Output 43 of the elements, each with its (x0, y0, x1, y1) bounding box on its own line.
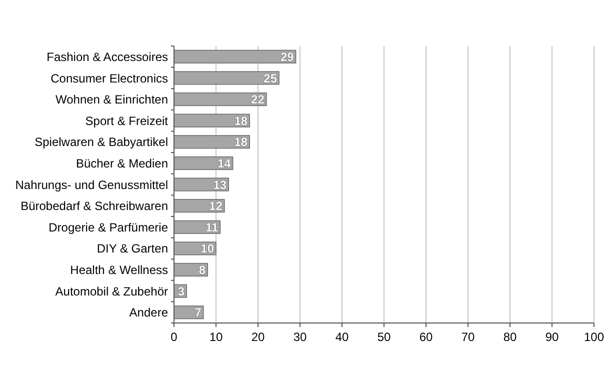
x-tick-label: 90 (545, 330, 559, 344)
data-label: 18 (234, 114, 248, 128)
data-label: 18 (234, 135, 248, 150)
data-label: 29 (280, 50, 294, 64)
data-label: 22 (251, 92, 265, 107)
data-label: 13 (213, 178, 227, 192)
data-label: 10 (200, 242, 214, 256)
data-label: 7 (194, 306, 202, 320)
bar (174, 135, 250, 149)
y-tick-label: DIY & Garten (96, 242, 168, 256)
data-label: 3 (178, 284, 185, 298)
y-tick-label: Sport & Freizeit (85, 114, 169, 128)
y-tick-label: Bürobedarf & Schreibwaren (20, 199, 168, 214)
bar (174, 114, 250, 128)
x-tick-label: 70 (461, 330, 475, 344)
x-tick-label: 0 (170, 330, 178, 344)
data-label: 25 (264, 71, 278, 86)
y-tick-label: Wohnen & Einrichten (55, 92, 168, 107)
x-tick-label: 40 (335, 330, 349, 344)
x-tick-label: 80 (503, 330, 517, 344)
x-tick-label: 20 (251, 330, 265, 344)
y-tick-label: Health & Wellness (70, 263, 168, 278)
data-label: 14 (217, 156, 232, 171)
bar (174, 92, 267, 106)
bar (174, 178, 229, 192)
x-tick-label: 50 (377, 330, 391, 344)
x-tick-label: 30 (293, 330, 307, 344)
y-tick-label: Bücher & Medien (76, 156, 168, 171)
y-tick-label: Drogerie & Parfümerie (48, 220, 168, 234)
data-label: 8 (198, 263, 206, 278)
x-tick-label: 60 (419, 330, 433, 344)
x-tick-label: 10 (209, 330, 223, 344)
bar (174, 71, 280, 85)
y-tick-label: Nahrungs- und Genussmittel (15, 178, 168, 192)
data-label: 11 (206, 220, 219, 234)
y-tick-label: Automobil & Zubehör (55, 284, 168, 298)
bar (174, 50, 296, 64)
y-tick-label: Consumer Electronics (50, 71, 168, 86)
y-tick-label: Andere (129, 306, 168, 320)
y-tick-label: Fashion & Accessoires (46, 50, 168, 64)
data-label: 12 (209, 199, 223, 214)
y-tick-label: Spielwaren & Babyartikel (34, 135, 168, 150)
x-tick-label: 100 (584, 330, 604, 344)
